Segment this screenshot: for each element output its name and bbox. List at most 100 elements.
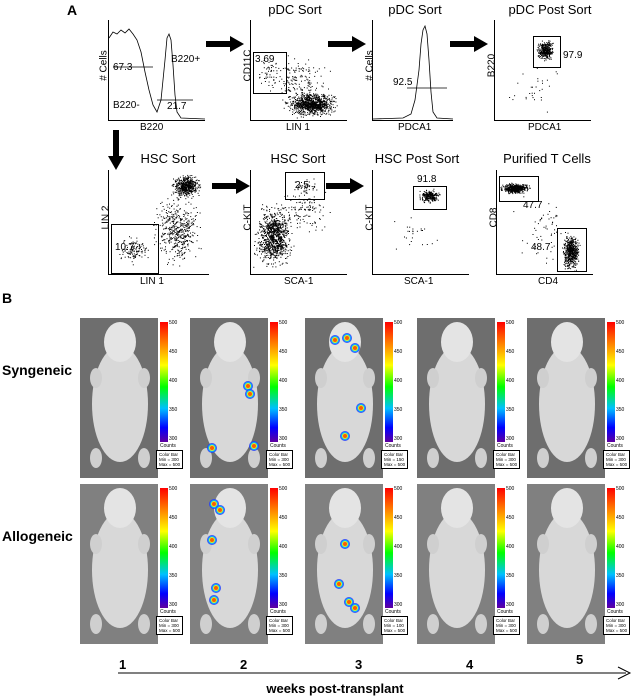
colorbar-tick: 500	[616, 486, 625, 492]
colorbar-legend: Color Bar Min = 300 Max = 500	[603, 450, 631, 469]
colorbar-tick: 500	[394, 320, 403, 326]
gate-value: 47.7	[523, 200, 543, 211]
colorbar-unit: Counts	[497, 609, 513, 615]
colorbar-tick: 350	[279, 407, 288, 413]
colorbar-unit: Counts	[607, 443, 623, 449]
x-axis-label: PDCA1	[398, 122, 432, 133]
colorbar	[385, 322, 393, 442]
colorbar-tick: 350	[169, 407, 178, 413]
colorbar	[385, 488, 393, 608]
colorbar-tick: 300	[394, 436, 403, 442]
colorbar	[160, 322, 168, 442]
arrow-right-icon	[450, 36, 488, 52]
arrow-right-icon	[206, 36, 244, 52]
colorbar-legend: Color Bar Min = 300 Max = 500	[266, 616, 294, 635]
colorbar-tick: 350	[279, 573, 288, 579]
colorbar-tick: 350	[394, 573, 403, 579]
y-axis-label: # Cells	[98, 50, 110, 81]
colorbar	[160, 488, 168, 608]
colorbar-tick: 450	[279, 515, 288, 521]
colorbar-tick: 400	[279, 378, 288, 384]
gate-box	[499, 176, 539, 202]
histogram-b220: 67.3 B220+ B220- 21.7	[108, 20, 205, 121]
colorbar-tick: 300	[279, 436, 288, 442]
gate-value: 48.7	[531, 242, 551, 253]
colorbar-tick: 450	[616, 515, 625, 521]
y-axis-label: LIN 2	[100, 205, 112, 230]
weeks-axis-arrow	[118, 666, 632, 680]
colorbar-tick: 300	[506, 602, 515, 608]
gate-box	[111, 224, 159, 274]
gate-label: B220-	[113, 100, 140, 111]
y-axis-label: # Cells	[364, 50, 376, 81]
colorbar-tick: 400	[394, 544, 403, 550]
panel-a-label: A	[67, 2, 78, 18]
gate-value: 2.5	[295, 180, 309, 191]
colorbar-tick: 300	[616, 602, 625, 608]
colorbar-tick: 500	[616, 320, 625, 326]
gate-value: 97.9	[563, 50, 583, 61]
colorbar-unit: Counts	[270, 609, 286, 615]
colorbar-tick: 450	[506, 349, 515, 355]
gate-value: 3.69	[255, 54, 275, 65]
colorbar-tick: 500	[506, 486, 515, 492]
arrow-right-icon	[328, 36, 366, 52]
gate-value: 91.8	[417, 174, 437, 185]
gate-value: 10.7	[115, 242, 135, 253]
colorbar-unit: Counts	[385, 609, 401, 615]
colorbar-tick: 350	[616, 573, 625, 579]
week-number: 2	[240, 657, 248, 672]
arrow-right-icon	[212, 178, 250, 194]
colorbar	[270, 488, 278, 608]
gate-box	[413, 186, 447, 210]
colorbar-unit: Counts	[607, 609, 623, 615]
dotplot-lin2-lin1: 10.7	[108, 170, 209, 275]
dotplot-cd11c-lin1: 3.69	[250, 20, 347, 121]
y-axis-label: C-KIT	[242, 204, 254, 231]
colorbar-unit: Counts	[385, 443, 401, 449]
gate-value: 92.5	[393, 77, 413, 88]
colorbar-tick: 350	[506, 407, 515, 413]
week-number: 4	[466, 657, 474, 672]
x-axis-label: CD4	[538, 276, 559, 287]
colorbar-unit: Counts	[160, 609, 176, 615]
colorbar-tick: 300	[506, 436, 515, 442]
colorbar-tick: 500	[394, 486, 403, 492]
colorbar	[607, 488, 615, 608]
colorbar-tick: 400	[394, 378, 403, 384]
x-axis-label: SCA-1	[284, 276, 314, 287]
plot-title: HSC Sort	[270, 151, 326, 166]
plot-title: pDC Sort	[388, 2, 442, 17]
colorbar-tick: 350	[394, 407, 403, 413]
colorbar-tick: 450	[394, 515, 403, 521]
colorbar-legend: Color Bar Min = 300 Max = 500	[493, 616, 521, 635]
colorbar-unit: Counts	[270, 443, 286, 449]
row-label-allogeneic: Allogeneic	[2, 528, 73, 544]
arrow-down-icon	[108, 130, 124, 170]
colorbar-legend: Color Bar Min = 150 Max = 500	[381, 450, 409, 469]
y-axis-label: CD8	[488, 207, 500, 228]
gate-box	[533, 36, 561, 68]
gate-box	[285, 172, 325, 200]
colorbar-tick: 300	[169, 436, 178, 442]
colorbar-legend: Color Bar Min = 300 Max = 500	[156, 450, 184, 469]
colorbar-tick: 300	[169, 602, 178, 608]
plot-title: HSC Sort	[140, 151, 196, 166]
plot-title: pDC Post Sort	[508, 2, 592, 17]
week-number: 3	[355, 657, 363, 672]
colorbar-tick: 450	[394, 349, 403, 355]
bioluminescence-image	[305, 318, 397, 478]
colorbar-tick: 350	[616, 407, 625, 413]
bioluminescence-image	[305, 484, 397, 644]
colorbar-tick: 300	[616, 436, 625, 442]
gate-value: 21.7	[167, 101, 187, 112]
gate-box	[557, 228, 587, 272]
colorbar-tick: 400	[506, 378, 515, 384]
x-axis-label: weeks post-transplant	[266, 681, 404, 696]
colorbar	[497, 322, 505, 442]
colorbar-tick: 500	[169, 320, 178, 326]
colorbar	[497, 488, 505, 608]
colorbar	[270, 322, 278, 442]
y-axis-label: C-KIT	[364, 204, 376, 231]
x-axis-label: LIN 1	[286, 122, 310, 133]
